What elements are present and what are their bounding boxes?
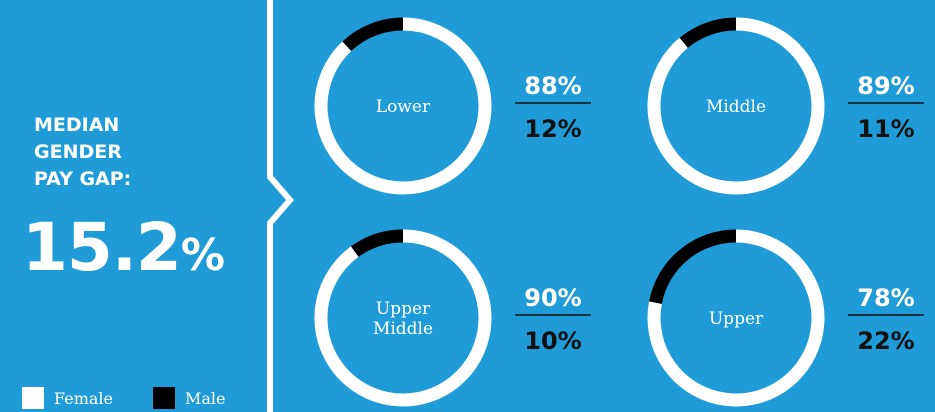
donut-male-middle <box>679 17 737 48</box>
donut-female-lower <box>314 17 492 195</box>
legend-label-male: Male <box>185 389 226 408</box>
donut-female-upper-middle <box>314 229 492 407</box>
donut-male-upper <box>649 229 737 305</box>
male-pct-upper: 22% <box>857 327 914 355</box>
ring-label-lower: Lower <box>376 97 431 117</box>
gap-unit: % <box>180 230 225 281</box>
legend-swatch-female <box>22 387 44 409</box>
donut-female-upper <box>647 229 825 407</box>
gap-value: 15.2% <box>22 208 225 296</box>
legend-label-female: Female <box>54 389 113 408</box>
ring-label-middle: Middle <box>706 97 766 117</box>
divider-line <box>267 0 294 412</box>
legend-item-female: Female <box>22 387 113 409</box>
ring-label-upper-middle: Upper Middle <box>373 299 433 339</box>
heading-line-1: MEDIAN <box>34 114 120 136</box>
heading-line-3: PAY GAP: <box>34 168 132 190</box>
female-pct-lower: 88% <box>524 72 581 100</box>
ring-label-upper: Upper <box>709 309 764 329</box>
gap-number: 15.2 <box>22 209 182 286</box>
female-pct-upper-middle: 90% <box>524 284 581 312</box>
donut-male-lower <box>342 17 404 52</box>
female-pct-upper: 78% <box>857 284 914 312</box>
donut-male-upper-middle <box>350 229 404 258</box>
gap-heading: MEDIAN GENDER PAY GAP: <box>34 112 224 193</box>
legend-swatch-male <box>153 387 175 409</box>
male-pct-lower: 12% <box>524 115 581 143</box>
male-pct-middle: 11% <box>857 115 914 143</box>
heading-line-2: GENDER <box>34 141 122 163</box>
male-pct-upper-middle: 10% <box>524 327 581 355</box>
legend-item-male: Male <box>153 387 226 409</box>
female-pct-middle: 89% <box>857 72 914 100</box>
donut-female-middle <box>647 17 825 195</box>
